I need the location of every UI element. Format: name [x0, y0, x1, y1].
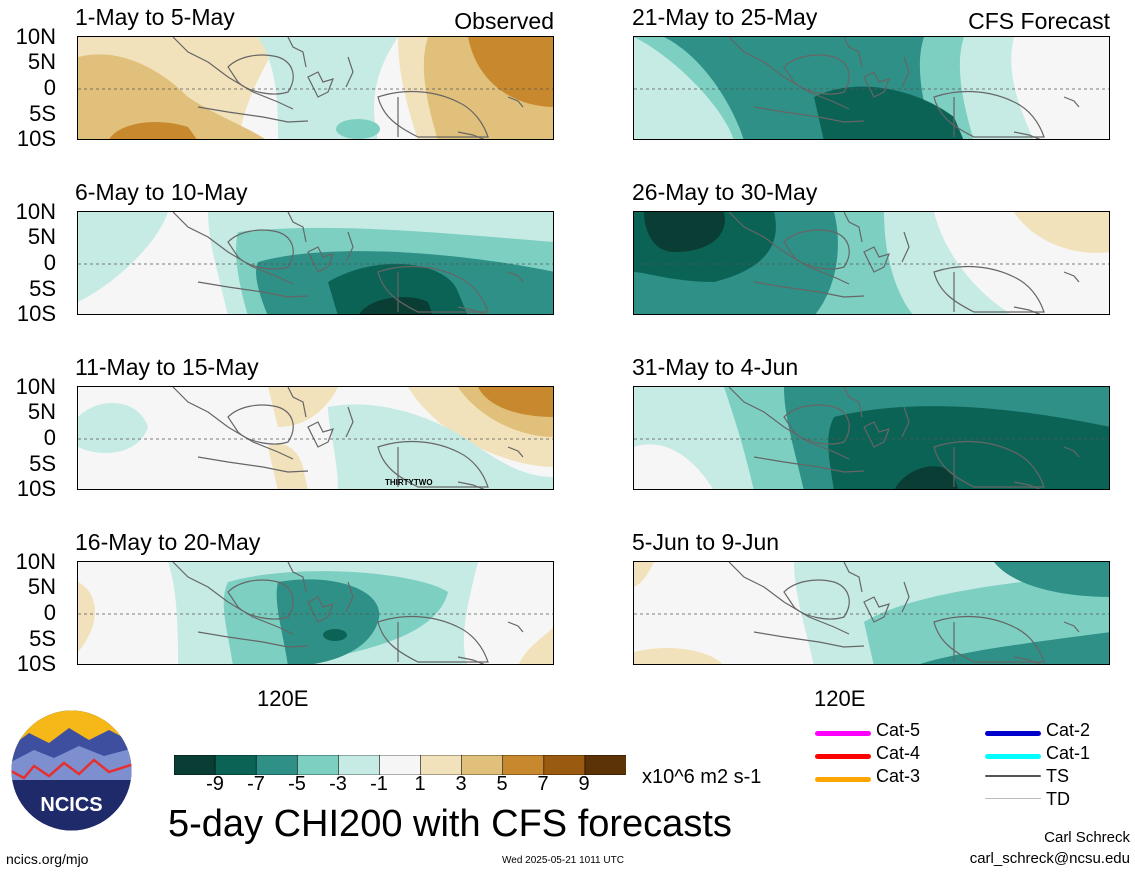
legend-swatch-cat1	[985, 754, 1041, 759]
logo-text: NCICS	[40, 794, 102, 816]
colorbar-tick: 5	[496, 773, 508, 795]
colorbar-cell	[502, 754, 545, 776]
colorbar-tick: -3	[329, 773, 347, 795]
colorbar-cell	[296, 754, 340, 776]
legend-label-td: TD	[1046, 789, 1070, 809]
legend-label-cat5: Cat-5	[876, 720, 921, 740]
colorbar-cell	[420, 754, 463, 776]
map-panel-right-1	[633, 36, 1110, 140]
legend-label-cat2: Cat-2	[1046, 720, 1091, 740]
colorbar-tick: 7	[537, 773, 549, 795]
lat-label: 5N	[27, 224, 56, 249]
colorbar-tick: -7	[247, 773, 265, 795]
lat-label: 10N	[15, 199, 56, 224]
main-title: 5-day CHI200 with CFS forecasts	[168, 803, 732, 845]
panel-title: 26-May to 30-May	[632, 179, 818, 205]
panel-tag: Observed	[454, 8, 554, 34]
colorbar-cell	[543, 754, 586, 776]
legend-label-cat1: Cat-1	[1046, 743, 1091, 763]
panel-title: 31-May to 4-Jun	[632, 354, 799, 380]
lat-label: 5S	[29, 626, 56, 651]
colorbar-tick: 9	[578, 773, 590, 795]
footer-url: ncics.org/mjo	[6, 851, 89, 867]
timestamp: Wed 2025-05-21 1011 UTC	[502, 855, 624, 866]
panel-title: 5-Jun to 9-Jun	[632, 529, 780, 555]
storm-track-label: THIRTYTWO	[385, 478, 433, 487]
panel-title: 21-May to 25-May	[632, 4, 818, 30]
map-panel-left-1	[77, 36, 554, 140]
lat-label: 5N	[27, 49, 56, 74]
lat-label: 5N	[27, 399, 56, 424]
lat-label: 0	[43, 75, 56, 100]
author-email: carl_schreck@ncsu.edu	[969, 850, 1130, 867]
legend-swatch-td	[985, 798, 1041, 799]
panel-title: 1-May to 5-May	[75, 4, 235, 30]
legend-swatch-ts	[985, 775, 1041, 777]
x-axis-label-right: 120E	[814, 686, 866, 711]
map-panel-left-2	[77, 211, 554, 315]
map-panel-left-3	[77, 386, 554, 490]
lat-label: 10S	[16, 476, 56, 501]
colorbar-cell	[379, 754, 422, 776]
ncics-logo: NCICS	[9, 708, 134, 833]
colorbar-cell	[173, 754, 216, 776]
colorbar-tick: 1	[414, 773, 426, 795]
colorbar-cell	[461, 754, 504, 776]
legend-label-cat4: Cat-4	[876, 743, 921, 763]
colorbar-tick: -9	[206, 773, 224, 795]
colorbar-tick: -1	[370, 773, 388, 795]
colorbar-cell	[584, 754, 627, 776]
x-axis-label-left: 120E	[257, 686, 309, 711]
panel-title: 6-May to 10-May	[75, 179, 248, 205]
legend-label-cat3: Cat-3	[876, 766, 921, 786]
lat-label: 0	[43, 250, 56, 275]
lat-label: 0	[43, 425, 56, 450]
panel-tag: CFS Forecast	[968, 8, 1110, 34]
map-panel-right-3	[633, 386, 1110, 490]
colorbar-units: x10^6 m2 s-1	[642, 766, 762, 788]
lat-label: 5S	[29, 451, 56, 476]
lat-label: 10N	[15, 374, 56, 399]
lat-label: 10N	[15, 549, 56, 574]
legend-label-ts: TS	[1046, 766, 1070, 786]
lat-label: 5S	[29, 101, 56, 126]
colorbar-cell	[255, 754, 299, 776]
panel-title: 11-May to 15-May	[75, 354, 259, 380]
legend-swatch-cat3	[815, 777, 871, 782]
lat-label: 10S	[16, 301, 56, 326]
colorbar-cell	[214, 754, 257, 776]
lat-label: 0	[43, 600, 56, 625]
legend-swatch-cat5	[815, 731, 871, 736]
colorbar-tick: -5	[288, 773, 306, 795]
lat-label: 10N	[15, 24, 56, 49]
colorbar-tick: 3	[455, 773, 467, 795]
map-panel-right-2	[633, 211, 1110, 315]
author-name: Carl Schreck	[1044, 829, 1130, 846]
lat-label: 10S	[16, 651, 56, 676]
legend-swatch-cat2	[985, 731, 1041, 736]
legend-swatch-cat4	[815, 754, 871, 759]
map-panel-right-4	[633, 561, 1110, 665]
lat-label: 10S	[16, 126, 56, 151]
panel-title: 16-May to 20-May	[75, 529, 261, 555]
lat-label: 5S	[29, 276, 56, 301]
colorbar-cell	[338, 754, 381, 776]
colorbar	[173, 754, 627, 780]
lat-label: 5N	[27, 574, 56, 599]
map-panel-left-4	[77, 561, 554, 665]
